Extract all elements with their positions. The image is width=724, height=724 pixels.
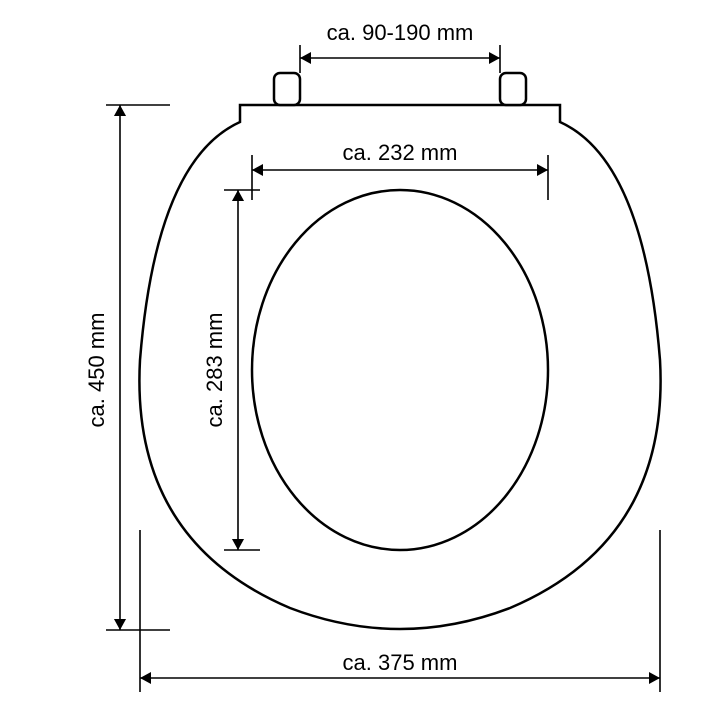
dimension-hinge-spacing: ca. 90-190 mm [300,20,500,73]
dimension-outer-width: ca. 375 mm [140,530,660,692]
hinge-tab-left [274,73,300,105]
hinge-tab-right [500,73,526,105]
label-inner-height: ca. 283 mm [202,313,227,428]
seat-inner-ellipse [252,190,548,550]
label-outer-width: ca. 375 mm [343,650,458,675]
dimension-outer-height: ca. 450 mm [84,105,170,630]
label-hinge-spacing: ca. 90-190 mm [327,20,474,45]
label-outer-height: ca. 450 mm [84,313,109,428]
label-inner-width: ca. 232 mm [343,140,458,165]
dimension-diagram: ca. 90-190 mm ca. 232 mm ca. 283 mm ca. … [0,0,724,724]
